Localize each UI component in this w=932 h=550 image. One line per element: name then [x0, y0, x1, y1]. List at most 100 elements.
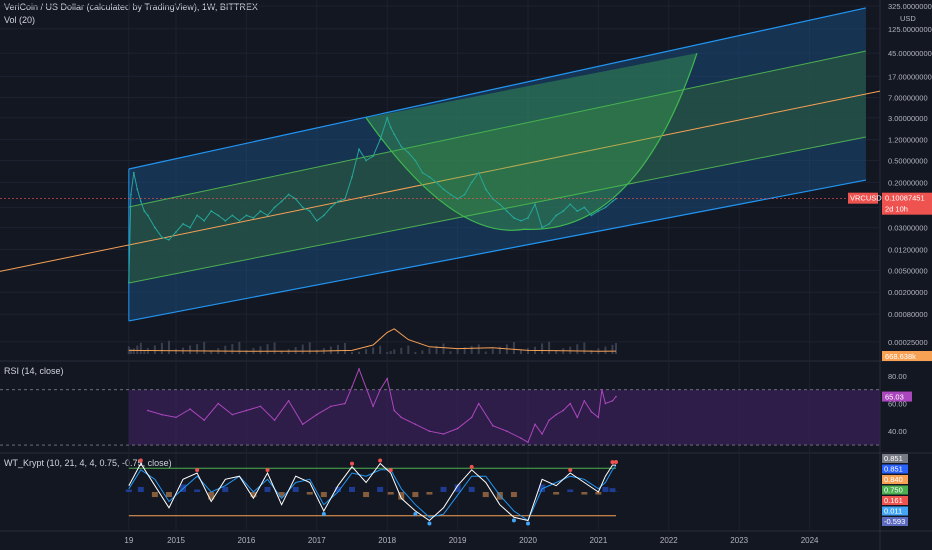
volume-bar [132, 348, 135, 354]
volume-bar [365, 349, 368, 354]
time-tick-label: 2017 [308, 536, 326, 545]
price-point [484, 188, 487, 191]
wt-cross-dot [413, 512, 418, 516]
rsi-point [358, 368, 360, 370]
rsi-point [428, 430, 431, 433]
volume-bar [386, 352, 389, 354]
volume-bar [343, 343, 346, 354]
price-point [604, 206, 607, 209]
volume-bar [615, 343, 617, 354]
volume-bar [160, 342, 163, 354]
price-point [287, 193, 290, 196]
volume-bar [519, 349, 522, 354]
volume-bar [153, 345, 156, 354]
price-point [337, 200, 339, 203]
wt-histogram-bar [334, 486, 341, 492]
volume-bar [336, 344, 339, 354]
price-point [513, 217, 515, 219]
regression-inner-band [128, 50, 866, 283]
rsi-point [477, 402, 480, 405]
channel-inner-lower-line [128, 136, 867, 284]
price-point [393, 133, 396, 136]
price-point [127, 281, 130, 284]
wt1-line [128, 462, 616, 522]
price-point [280, 200, 283, 203]
wt-histogram-bar [125, 489, 132, 492]
bowl-arc [365, 52, 698, 231]
wt-histogram-bar [426, 492, 433, 495]
wt-tag-bg [882, 475, 908, 484]
price-point [358, 148, 360, 151]
channel-upper-line [128, 7, 867, 170]
volume-bar [407, 345, 410, 354]
volume-bar [583, 342, 586, 354]
rsi-point [287, 399, 290, 402]
price-point [322, 214, 325, 217]
wt-histogram-bar [278, 492, 285, 498]
volume-bar [477, 344, 480, 354]
price-tag-countdown: 2d 10h [885, 205, 908, 214]
price-point [252, 217, 255, 219]
price-point [505, 210, 508, 212]
price-point [365, 159, 367, 162]
price-point [136, 188, 139, 191]
price-point [498, 203, 501, 206]
volume-bar [351, 352, 353, 354]
wt-tag-bg [882, 454, 908, 463]
rsi-point [611, 399, 614, 402]
volume-bar [435, 345, 438, 354]
wt-cross-dot [469, 464, 474, 469]
wt-tag-bg [882, 506, 908, 516]
symbol-tag-bg [848, 192, 878, 204]
wt-histogram-bar [567, 489, 574, 492]
volume-bar [266, 344, 269, 354]
wt-histogram-bar [482, 492, 489, 498]
wt-histogram-bar [539, 484, 546, 492]
volume-tag: 668.638k [882, 351, 932, 361]
rsi-point [379, 388, 381, 391]
wt-histogram-bar [440, 486, 447, 492]
wt-cross-dot [195, 468, 200, 472]
wt-tag-bg [882, 496, 908, 505]
rsi-point [456, 427, 459, 430]
rsi-point [555, 413, 557, 416]
volume-bar [175, 349, 177, 354]
rsi-point [273, 419, 276, 421]
volume-bar [189, 345, 192, 354]
price-tick-label: 0.00025000 [888, 338, 928, 347]
price-point [400, 145, 403, 148]
rsi-point [615, 395, 617, 398]
price-tick-label: 0.00080000 [888, 310, 928, 319]
wt-cross-dot [378, 458, 383, 463]
price-tick-label: 125.00000000 [888, 25, 932, 34]
price-point [389, 126, 392, 129]
rsi-tag-value: 65.03 [885, 393, 904, 402]
price-tick-label: 7.00000000 [888, 94, 928, 103]
price-point [182, 223, 184, 225]
price-point [372, 155, 375, 158]
wt-tag-value: -0.593 [884, 517, 905, 526]
price-point [534, 203, 536, 206]
wt-histogram-bar [194, 489, 201, 492]
price-tick-label: 325.00000000 [888, 2, 932, 11]
wt-cross-dot [427, 521, 432, 526]
wt-histogram-bar [510, 492, 517, 498]
price-point [583, 206, 586, 209]
bowl-fill [366, 53, 697, 231]
time-tick-label: 2019 [449, 536, 467, 545]
rsi-point [576, 416, 579, 419]
volume-bar [421, 350, 424, 354]
volume-bar [273, 342, 276, 354]
volume-bar [146, 348, 149, 354]
time-tick-label: 2020 [519, 536, 537, 545]
wt-indicator-label: WT_Krypt (10, 21, 4, 4, 0.75, -0.75, clo… [4, 458, 172, 468]
wt-cross-dot [138, 458, 143, 463]
price-point [576, 210, 579, 212]
wt-histogram-bar [454, 484, 461, 492]
volume-bar [136, 345, 139, 354]
volume-tag-value: 668.638k [885, 352, 916, 361]
price-point [203, 219, 206, 222]
time-tick-label: 19 [124, 536, 133, 545]
rsi-point [527, 441, 529, 444]
